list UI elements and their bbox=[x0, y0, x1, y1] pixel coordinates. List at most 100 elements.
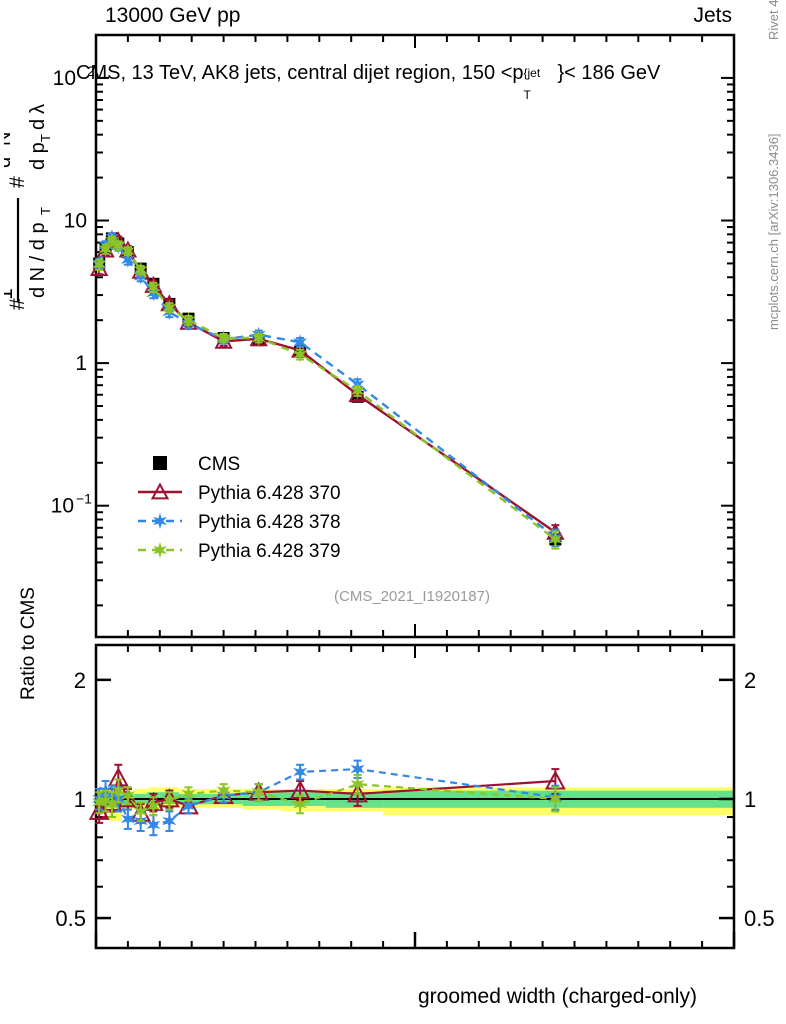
ratio-x-ticks: 00.51 bbox=[94, 645, 736, 948]
marker-star bbox=[120, 243, 135, 260]
series-4-pythia-6-428-379 bbox=[92, 232, 563, 550]
svg-text:T: T bbox=[38, 134, 53, 142]
marker-star bbox=[181, 312, 196, 329]
plot-title: CMS, 13 TeV, AK8 jets, central dijet reg… bbox=[76, 62, 661, 102]
marker-star bbox=[216, 329, 231, 347]
marker-star bbox=[111, 782, 126, 799]
svg-text:1: 1 bbox=[75, 352, 87, 375]
plot-title-subscript: T bbox=[523, 88, 531, 102]
marker-star bbox=[350, 776, 365, 793]
marker-star bbox=[104, 232, 119, 249]
svg-text:−1: −1 bbox=[76, 491, 92, 507]
legend-item-pythia-6-428-370[interactable]: Pythia 6.428 370 bbox=[138, 482, 341, 504]
ratio-panel: 0.5 0.5 1 1 2 2 00.51 bbox=[0, 636, 786, 956]
svg-text:10: 10 bbox=[64, 210, 87, 233]
ratio-y-tick-label: 0.5 bbox=[744, 906, 775, 931]
marker-star bbox=[548, 790, 563, 808]
ratio-y-tick-label: 1 bbox=[74, 787, 86, 812]
marker-square bbox=[153, 456, 167, 470]
x-axis-label: groomed width (charged-only) bbox=[418, 985, 697, 1008]
marker-star bbox=[293, 796, 308, 813]
marker-star bbox=[104, 796, 119, 813]
ratio-y-tick-label: 2 bbox=[744, 668, 756, 693]
marker-star bbox=[548, 531, 563, 548]
ratio-series-group bbox=[88, 759, 566, 837]
svg-text:2: 2 bbox=[4, 147, 6, 154]
legend-label: Pythia 6.428 370 bbox=[198, 483, 341, 504]
side-label-mcplots-text: mcplots.cern.ch [arXiv:1306.3436] bbox=[766, 133, 781, 330]
plot-title-tail: }< 186 GeV bbox=[557, 62, 661, 84]
legend-label: CMS bbox=[198, 454, 240, 475]
main-series-group bbox=[90, 229, 565, 550]
legend-item-cms[interactable]: CMS bbox=[153, 454, 240, 475]
svg-text:N: N bbox=[4, 132, 15, 146]
marker-star bbox=[181, 797, 196, 815]
main-x-ticks bbox=[95, 35, 735, 637]
marker-star bbox=[162, 812, 177, 830]
header-right: Jets bbox=[693, 4, 732, 27]
marker-star bbox=[92, 256, 107, 273]
ratio-y-axis-label-text: Ratio to CMS bbox=[18, 587, 39, 700]
marker-star bbox=[181, 785, 196, 802]
marker-star bbox=[92, 794, 107, 811]
marker-star bbox=[293, 346, 308, 363]
marker-star bbox=[350, 760, 365, 778]
svg-text:#: # bbox=[6, 298, 29, 310]
marker-star bbox=[350, 382, 365, 399]
marker-star bbox=[120, 810, 135, 828]
legend-label: Pythia 6.428 379 bbox=[198, 541, 341, 562]
header-left: 13000 GeV pp bbox=[105, 4, 241, 27]
svg-text:#: # bbox=[6, 176, 29, 188]
main-y-axis-label: # 1 d N / d p T # d 2 N d p T d λ bbox=[4, 20, 64, 320]
ratio-y-ticks: 0.5 0.5 1 1 2 2 bbox=[55, 668, 774, 931]
side-label-rivet-text: Rivet 4.1.0, ≥ 100k events bbox=[766, 0, 781, 40]
marker-triangle bbox=[347, 783, 369, 803]
legend-label: Pythia 6.428 378 bbox=[198, 512, 341, 533]
marker-star bbox=[146, 797, 161, 815]
plot-title-main: CMS, 13 TeV, AK8 jets, central dijet reg… bbox=[76, 62, 524, 84]
marker-star bbox=[152, 541, 168, 559]
marker-triangle bbox=[348, 385, 367, 403]
svg-text:1: 1 bbox=[4, 288, 17, 300]
marker-star bbox=[120, 251, 135, 268]
svg-text:2: 2 bbox=[87, 63, 95, 79]
marker-triangle bbox=[150, 482, 170, 500]
ratio-y-tick-label: 1 bbox=[744, 787, 756, 812]
marker-star bbox=[111, 237, 126, 254]
analysis-id-watermark: (CMS_2021_I1920187) bbox=[334, 588, 490, 605]
marker-star bbox=[162, 299, 177, 316]
main-panel: 10 2 10 1 10 −1 CMS Pythia 6.428 370 Pythia 6.42… bbox=[51, 33, 736, 639]
marker-star bbox=[146, 816, 161, 833]
marker-star bbox=[152, 512, 168, 530]
marker-star bbox=[216, 782, 231, 799]
ratio-y-tick-label: 0.5 bbox=[55, 906, 86, 931]
plot-title-superscript: {jet bbox=[523, 66, 541, 80]
marker-star bbox=[293, 763, 308, 781]
marker-star bbox=[251, 329, 266, 347]
marker-star bbox=[133, 261, 148, 279]
svg-text:d p: d p bbox=[27, 142, 49, 170]
marker-star bbox=[146, 279, 161, 296]
ratio-series-3-pythia-6-428-379 bbox=[92, 773, 563, 822]
svg-text:d N / d p: d N / d p bbox=[27, 222, 49, 298]
marker-star bbox=[293, 334, 308, 351]
svg-text:d: d bbox=[27, 119, 49, 130]
svg-text:10: 10 bbox=[53, 67, 76, 90]
marker-star bbox=[120, 787, 135, 804]
marker-star bbox=[133, 803, 148, 820]
legend-item-pythia-6-428-379[interactable]: Pythia 6.428 379 bbox=[138, 541, 341, 562]
svg-text:d: d bbox=[4, 157, 15, 168]
svg-text:T: T bbox=[38, 207, 53, 215]
svg-text:λ: λ bbox=[27, 104, 49, 114]
svg-text:10: 10 bbox=[51, 495, 74, 518]
ratio-y-tick-label: 2 bbox=[74, 668, 86, 693]
marker-star bbox=[251, 784, 266, 801]
legend-item-pythia-6-428-378[interactable]: Pythia 6.428 378 bbox=[138, 512, 341, 533]
marker-star bbox=[98, 241, 113, 258]
marker-star bbox=[162, 792, 177, 809]
band-inner bbox=[325, 792, 384, 808]
main-plot-frame bbox=[94, 33, 736, 639]
legend: CMS Pythia 6.428 370 Pythia 6.428 378 Pythi… bbox=[138, 454, 341, 562]
